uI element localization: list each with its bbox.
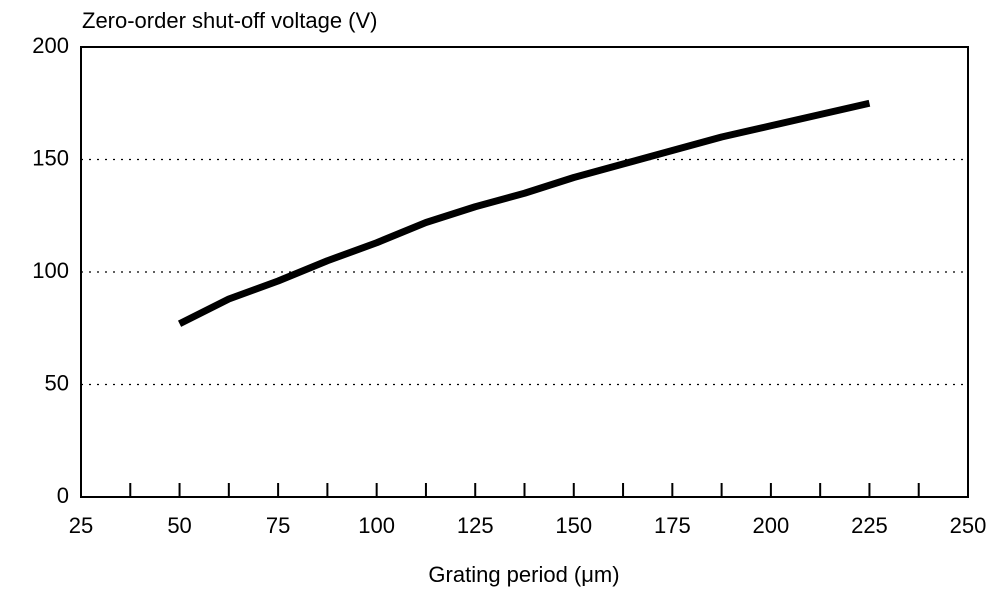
y-tick-label: 100 [32, 258, 69, 283]
x-tick-label: 225 [851, 513, 888, 538]
y-axis-label: Zero-order shut-off voltage (V) [82, 8, 378, 33]
x-tick-label: 50 [167, 513, 191, 538]
data-line [177, 99, 871, 327]
x-axis-label: Grating period (μm) [428, 562, 619, 587]
x-tick-label: 25 [69, 513, 93, 538]
plot-frame [80, 46, 969, 498]
y-tick-label: 50 [45, 370, 69, 395]
x-tick-label: 200 [753, 513, 790, 538]
x-tick-label: 125 [457, 513, 494, 538]
x-tick-label: 100 [358, 513, 395, 538]
x-tick-label: 250 [950, 513, 987, 538]
x-tick-label: 75 [266, 513, 290, 538]
y-tick-label: 150 [32, 145, 69, 170]
x-tick-label: 175 [654, 513, 691, 538]
y-tick-label: 200 [32, 33, 69, 58]
y-tick-label: 0 [57, 483, 69, 508]
x-tick-label: 150 [555, 513, 592, 538]
